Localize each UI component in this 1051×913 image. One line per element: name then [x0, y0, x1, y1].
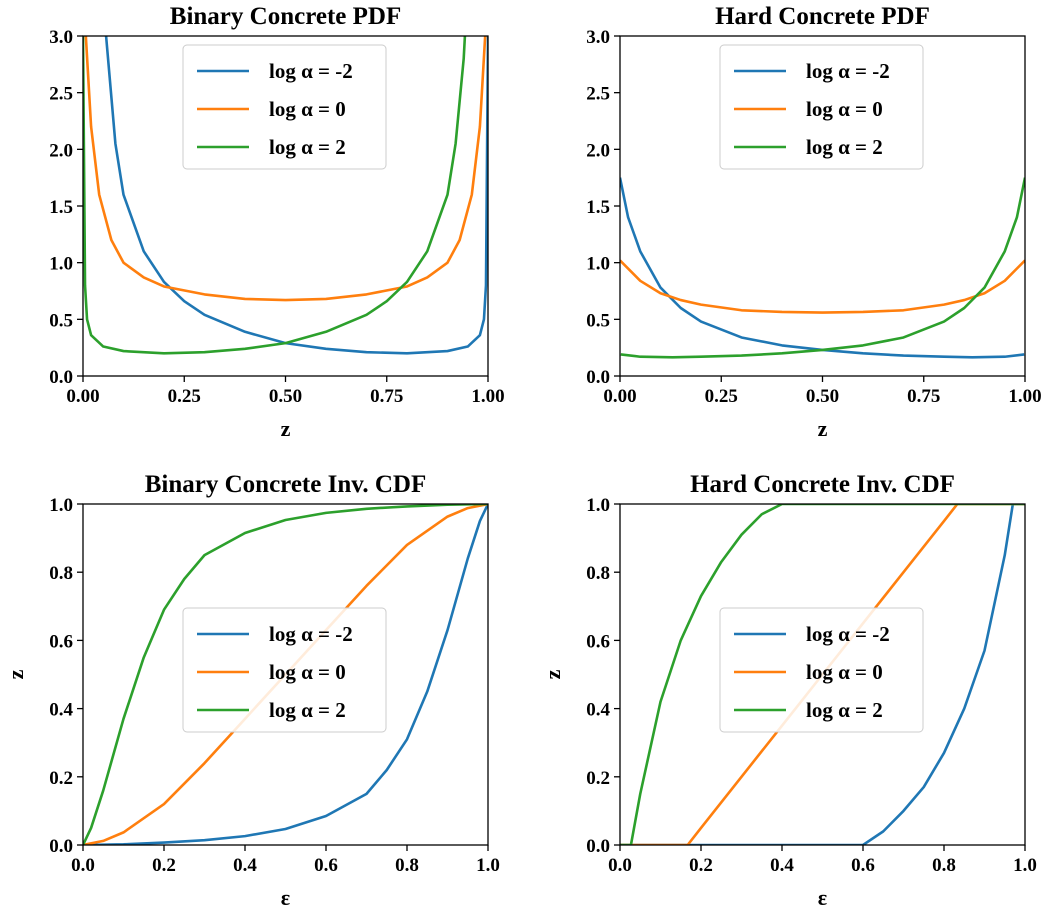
y-axis-label: z	[3, 669, 28, 679]
series-line-log-alpha-minus2	[620, 177, 1025, 359]
x-tick-label: 0.00	[66, 386, 99, 407]
legend-frame	[182, 44, 387, 170]
plot-frame	[82, 503, 489, 846]
series-line-log-alpha-minus2	[620, 504, 1025, 845]
legend-label: log α = 0	[806, 97, 883, 121]
y-tick-label: 1.5	[586, 197, 610, 218]
series-line-log-alpha-minus2	[104, 36, 488, 355]
y-tick-label: 2.0	[49, 140, 73, 161]
x-tick-label: 0.0	[71, 855, 95, 876]
x-tick-label: 0.25	[168, 386, 201, 407]
x-axis-label: z	[818, 416, 828, 441]
y-tick-label: 1.0	[586, 495, 610, 516]
x-axis-label: ε	[818, 885, 827, 910]
legend: log α = -2 log α = 0 log α = 2	[182, 44, 387, 170]
y-tick-label: 1.5	[49, 197, 73, 218]
y-tick-label: 0.0	[49, 367, 73, 388]
y-tick-label: 0.5	[49, 310, 73, 331]
panel-hard-concrete-inv-cdf: 0.0 0.2 0.4 0.6 0.8 1.0 0.0 0.2 0.4 0.6 0.8 1.0 Hard…	[540, 471, 1037, 910]
series-line-log-alpha-2	[620, 504, 1025, 845]
legend-label: log α = 2	[269, 698, 346, 722]
series-line-log-alpha-0	[620, 259, 1025, 314]
y-tick-label: 0.0	[586, 836, 610, 857]
legend-label: log α = -2	[806, 59, 890, 83]
x-tick-label: 0.0	[608, 855, 632, 876]
y-tick-label: 3.0	[49, 27, 73, 48]
chart-title: Hard Concrete Inv. CDF	[690, 471, 955, 498]
x-tick-label: 0.6	[314, 855, 338, 876]
legend-frame	[182, 607, 387, 733]
legend: log α = -2 log α = 0 log α = 2	[182, 607, 387, 733]
y-tick-label: 1.0	[586, 254, 610, 275]
chart-title: Hard Concrete PDF	[715, 3, 930, 30]
y-tick-label: 2.0	[586, 140, 610, 161]
panel-binary-concrete-pdf: 0.00 0.25 0.50 0.75 1.00 0.0 0.5 1.0 1.5 2.0 2.5 3.…	[49, 3, 504, 441]
x-tick-label: 0.25	[705, 386, 738, 407]
x-tick-label: 0.50	[269, 386, 302, 407]
y-tick-label: 0.6	[49, 631, 73, 652]
x-tick-label: 0.75	[370, 386, 403, 407]
legend-frame	[719, 44, 924, 170]
legend-label: log α = 0	[269, 97, 346, 121]
x-tick-label: 0.50	[806, 386, 839, 407]
series-line-log-alpha-0	[84, 36, 487, 302]
x-tick-label: 1.00	[1008, 386, 1041, 407]
chart-title: Binary Concrete Inv. CDF	[145, 471, 426, 498]
x-tick-label: 0.8	[395, 855, 419, 876]
legend-label: log α = 0	[806, 660, 883, 684]
x-tick-label: 0.4	[770, 855, 794, 876]
y-tick-label: 0.4	[49, 700, 73, 721]
y-tick-label: 0.6	[586, 631, 610, 652]
x-tick-label: 0.75	[907, 386, 940, 407]
chart-title: Binary Concrete PDF	[170, 3, 401, 30]
series-line-log-alpha-2	[620, 177, 1025, 359]
series-line-log-alpha-2	[83, 504, 488, 845]
legend-label: log α = 2	[806, 698, 883, 722]
x-tick-label: 0.2	[152, 855, 176, 876]
x-tick-label: 0.2	[689, 855, 713, 876]
y-tick-label: 0.2	[49, 768, 73, 789]
legend-label: log α = -2	[269, 622, 353, 646]
x-axis-label: ε	[281, 885, 290, 910]
legend: log α = -2 log α = 0 log α = 2	[719, 607, 924, 733]
legend-label: log α = 2	[806, 135, 883, 159]
legend-label: log α = -2	[269, 59, 353, 83]
series-line-log-alpha-2	[83, 36, 467, 355]
y-axis-label: z	[540, 669, 565, 679]
legend-label: log α = 0	[269, 660, 346, 684]
legend-label: log α = 2	[269, 135, 346, 159]
y-tick-label: 1.0	[49, 254, 73, 275]
x-tick-label: 0.00	[603, 386, 636, 407]
x-tick-label: 1.00	[471, 386, 504, 407]
x-tick-label: 0.8	[932, 855, 956, 876]
y-tick-label: 1.0	[49, 495, 73, 516]
x-tick-label: 1.0	[1013, 855, 1037, 876]
y-tick-label: 0.0	[586, 367, 610, 388]
series-group	[620, 177, 1025, 359]
panel-hard-concrete-pdf: 0.00 0.25 0.50 0.75 1.00 0.0 0.5 1.0 1.5 2.0 2.5 3.…	[586, 3, 1041, 441]
y-tick-label: 0.4	[586, 700, 610, 721]
x-tick-label: 0.6	[851, 855, 875, 876]
series-line-log-alpha-minus2	[83, 504, 488, 845]
plot-frame	[619, 503, 1026, 846]
y-tick-label: 3.0	[586, 27, 610, 48]
x-tick-label: 0.4	[233, 855, 257, 876]
y-tick-label: 0.5	[586, 310, 610, 331]
legend-label: log α = -2	[806, 622, 890, 646]
x-axis-label: z	[281, 416, 291, 441]
y-tick-label: 0.0	[49, 836, 73, 857]
legend-frame	[719, 607, 924, 733]
y-tick-label: 2.5	[586, 84, 610, 105]
x-tick-label: 1.0	[476, 855, 500, 876]
panel-binary-concrete-inv-cdf: 0.0 0.2 0.4 0.6 0.8 1.0 0.0 0.2 0.4 0.6 0.8 1.0 Bina…	[3, 471, 500, 910]
y-tick-label: 0.2	[586, 768, 610, 789]
y-tick-label: 0.8	[586, 563, 610, 584]
y-tick-label: 2.5	[49, 84, 73, 105]
y-tick-label: 0.8	[49, 563, 73, 584]
legend: log α = -2 log α = 0 log α = 2	[719, 44, 924, 170]
series-group	[83, 36, 488, 355]
